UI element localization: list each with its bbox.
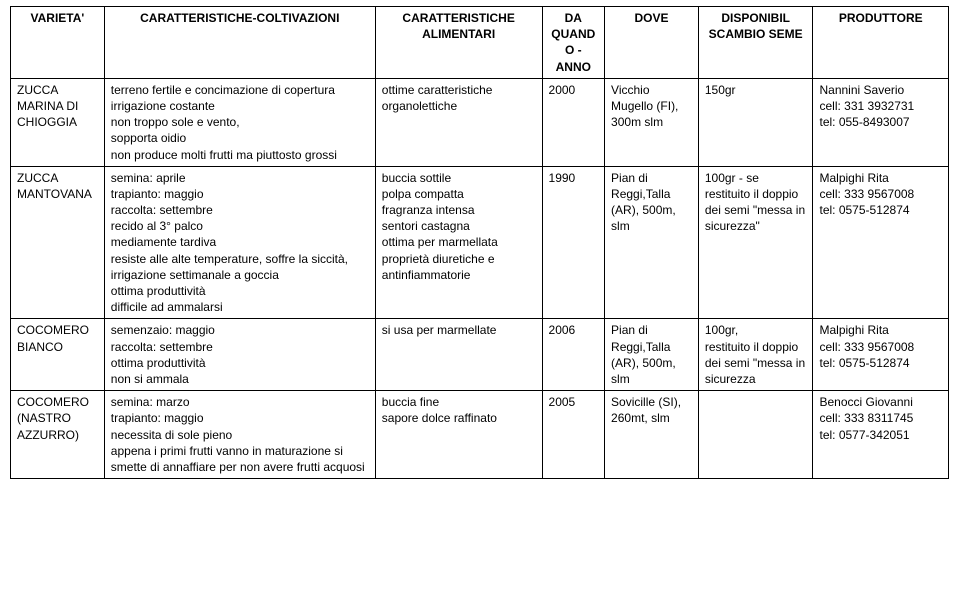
header-avail: DISPONIBIL SCAMBIO SEME (698, 7, 813, 79)
cell-avail (698, 391, 813, 479)
seed-table: VARIETA' CARATTERISTICHE-COLTIVAZIONI CA… (10, 6, 949, 479)
cell-year: 2005 (542, 391, 605, 479)
header-where: DOVE (605, 7, 699, 79)
table-row: COCOMERO (NASTRO AZZURRO) semina: marzot… (11, 391, 949, 479)
cell-cultivation: semenzaio: maggioraccolta: settembreotti… (104, 319, 375, 391)
header-year: DA QUANDO - ANNO (542, 7, 605, 79)
header-cultivation: CARATTERISTICHE-COLTIVAZIONI (104, 7, 375, 79)
cell-year: 1990 (542, 166, 605, 319)
cell-avail: 150gr (698, 78, 813, 166)
cell-food: buccia sottilepolpa compattafragranza in… (375, 166, 542, 319)
cell-avail: 100gr,restituito il doppio dei semi "mes… (698, 319, 813, 391)
cell-avail: 100gr - se restituito il doppio dei semi… (698, 166, 813, 319)
table-body: ZUCCA MARINA DI CHIOGGIA terreno fertile… (11, 78, 949, 478)
cell-variety: COCOMERO (NASTRO AZZURRO) (11, 391, 105, 479)
table-row: COCOMERO BIANCO semenzaio: maggioraccolt… (11, 319, 949, 391)
table-row: ZUCCA MANTOVANA semina: apriletrapianto:… (11, 166, 949, 319)
cell-variety: ZUCCA MANTOVANA (11, 166, 105, 319)
cell-year: 2006 (542, 319, 605, 391)
header-food: CARATTERISTICHE ALIMENTARI (375, 7, 542, 79)
cell-producer: Malpighi Ritacell: 333 9567008tel: 0575-… (813, 319, 949, 391)
header-variety: VARIETA' (11, 7, 105, 79)
cell-where: Sovicille (SI), 260mt, slm (605, 391, 699, 479)
cell-cultivation: terreno fertile e concimazione di copert… (104, 78, 375, 166)
cell-year: 2000 (542, 78, 605, 166)
cell-where: Vicchio Mugello (FI), 300m slm (605, 78, 699, 166)
header-row: VARIETA' CARATTERISTICHE-COLTIVAZIONI CA… (11, 7, 949, 79)
cell-producer: Malpighi Ritacell: 333 9567008tel: 0575-… (813, 166, 949, 319)
cell-food: si usa per marmellate (375, 319, 542, 391)
cell-where: Pian di Reggi,Talla (AR), 500m, slm (605, 319, 699, 391)
cell-producer: Benocci Giovannicell: 333 8311745tel: 05… (813, 391, 949, 479)
cell-food: ottime caratteristiche organolettiche (375, 78, 542, 166)
cell-variety: COCOMERO BIANCO (11, 319, 105, 391)
header-producer: PRODUTTORE (813, 7, 949, 79)
cell-producer: Nannini Saveriocell: 331 3932731tel: 055… (813, 78, 949, 166)
cell-variety: ZUCCA MARINA DI CHIOGGIA (11, 78, 105, 166)
cell-food: buccia finesapore dolce raffinato (375, 391, 542, 479)
table-row: ZUCCA MARINA DI CHIOGGIA terreno fertile… (11, 78, 949, 166)
cell-where: Pian di Reggi,Talla (AR), 500m, slm (605, 166, 699, 319)
cell-cultivation: semina: marzotrapianto: maggionecessita … (104, 391, 375, 479)
cell-cultivation: semina: apriletrapianto: maggioraccolta:… (104, 166, 375, 319)
